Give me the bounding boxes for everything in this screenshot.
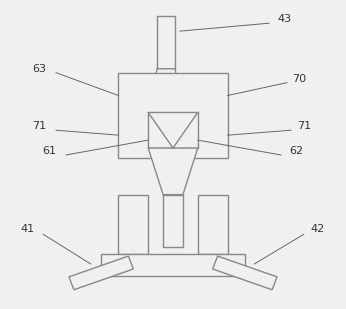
Polygon shape: [148, 148, 198, 195]
Bar: [198, 195, 228, 254]
Text: 62: 62: [289, 146, 303, 156]
Text: 71: 71: [297, 121, 311, 131]
Text: 61: 61: [42, 146, 56, 156]
Bar: [118, 195, 148, 254]
Text: 43: 43: [277, 14, 291, 24]
Polygon shape: [155, 69, 177, 79]
Polygon shape: [69, 256, 133, 290]
Text: 70: 70: [292, 74, 306, 84]
Text: 42: 42: [311, 224, 325, 234]
Bar: [101, 254, 245, 276]
Text: 41: 41: [20, 224, 34, 234]
Bar: [148, 112, 198, 148]
Text: 63: 63: [32, 64, 46, 74]
Text: 71: 71: [32, 121, 46, 131]
Bar: [163, 195, 183, 247]
Polygon shape: [213, 256, 277, 290]
Bar: [157, 16, 175, 69]
Bar: [118, 73, 228, 158]
